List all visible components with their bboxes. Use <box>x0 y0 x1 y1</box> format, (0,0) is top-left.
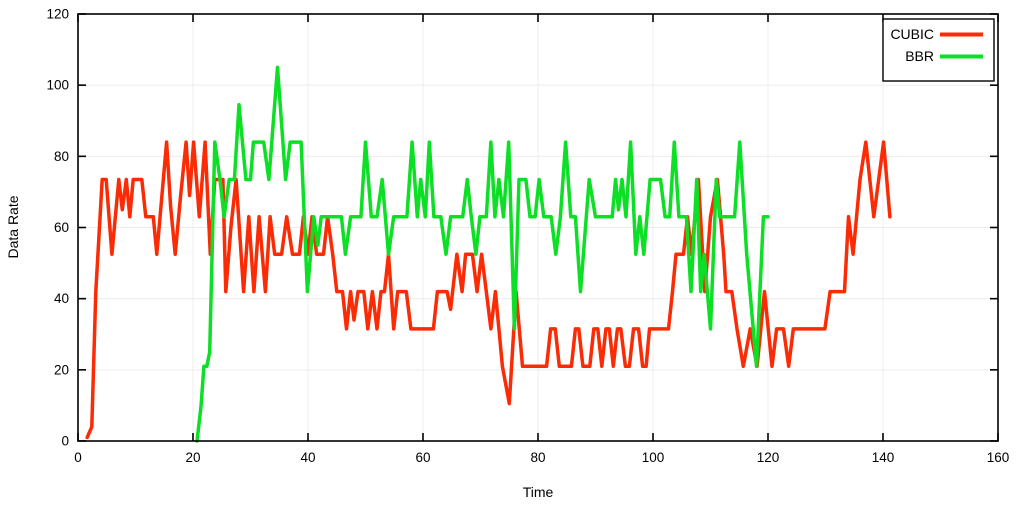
series-line-bbr <box>195 65 770 443</box>
y-tick-label: 0 <box>61 434 69 449</box>
y-axis-title: Data Rate <box>5 195 21 258</box>
data-series-lines <box>85 65 892 443</box>
x-tick-label: 20 <box>185 450 200 465</box>
legend-label-cubic: CUBIC <box>890 26 934 42</box>
grid-lines <box>78 14 998 441</box>
y-tick-label: 100 <box>46 78 69 93</box>
legend-label-bbr: BBR <box>905 48 934 64</box>
x-tick-label: 60 <box>415 450 430 465</box>
x-tick-label: 140 <box>872 450 895 465</box>
x-axis-title: Time <box>523 484 554 500</box>
x-tick-label: 100 <box>642 450 665 465</box>
x-tick-label: 120 <box>757 450 780 465</box>
y-tick-label: 80 <box>54 149 69 164</box>
x-tick-label: 0 <box>74 450 82 465</box>
axis-tick-labels: 0 20 40 60 80 100 120 140 160 0 20 40 60 80 100 120 <box>46 7 1009 466</box>
x-tick-label: 80 <box>530 450 545 465</box>
x-tick-label: 40 <box>300 450 315 465</box>
legend-box: CUBIC BBR <box>882 18 995 82</box>
x-tick-label: 160 <box>987 450 1010 465</box>
y-tick-label: 20 <box>54 362 69 377</box>
legend-border <box>882 18 995 82</box>
y-tick-label: 40 <box>54 291 69 306</box>
y-tick-label: 60 <box>54 220 69 235</box>
axis-tick-marks <box>77 13 999 442</box>
y-tick-label: 120 <box>46 7 69 22</box>
